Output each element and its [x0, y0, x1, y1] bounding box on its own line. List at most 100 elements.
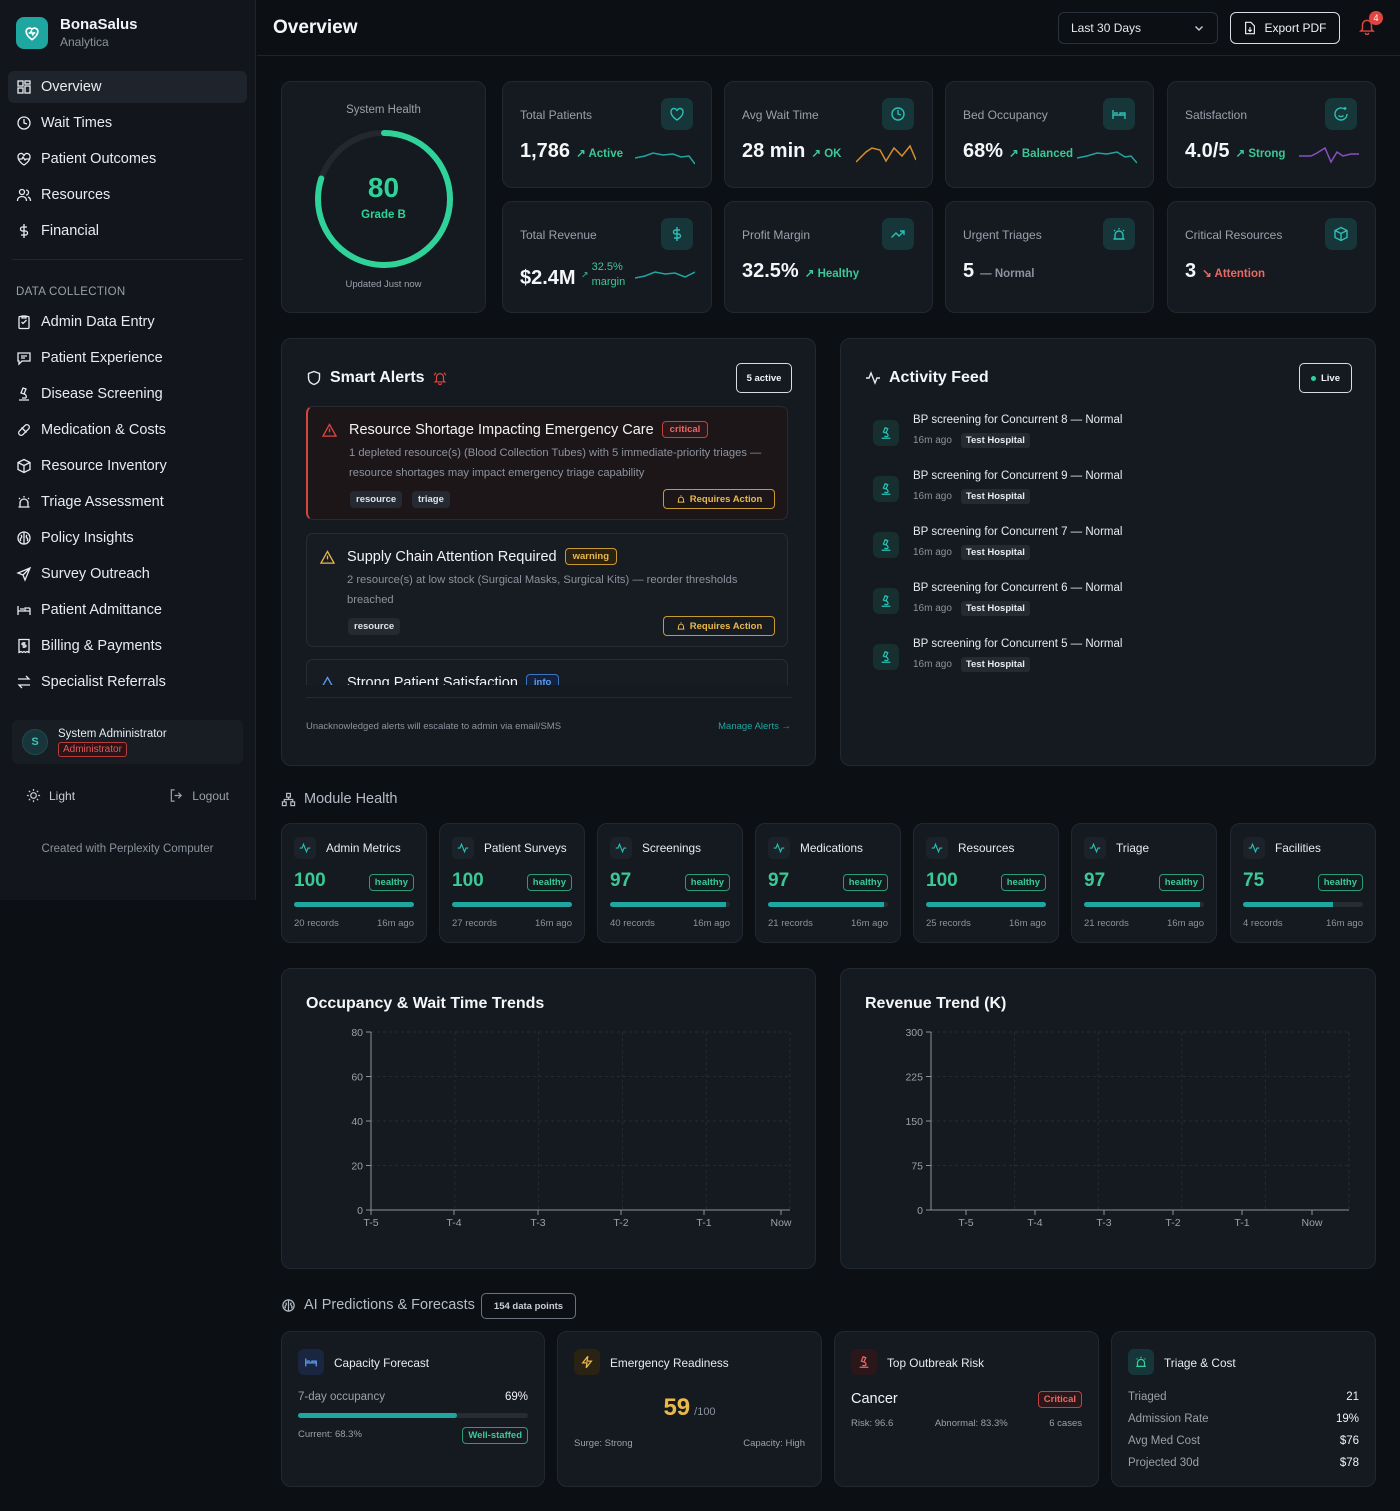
record-count: 21 records [1084, 918, 1129, 929]
sidebar: BonaSalus Analytica Overview Wait Times … [0, 0, 256, 900]
status-badge: healthy [684, 874, 730, 891]
kpi-total-revenue[interactable]: Total Revenue $2.4M ↗ 32.5% margin [502, 201, 712, 313]
module-card[interactable]: Screenings 97 healthy 40 records 16m ago [597, 823, 743, 943]
nav-wait-times[interactable]: Wait Times [8, 107, 247, 139]
module-card[interactable]: Medications 97 healthy 21 records 16m ago [755, 823, 901, 943]
clock-icon [17, 116, 31, 130]
nav-resources[interactable]: Resources [8, 179, 247, 211]
nav-survey-outreach[interactable]: Survey Outreach [8, 558, 247, 590]
surge-status: Surge: Strong [574, 1438, 633, 1449]
alert-item-clipped[interactable]: Strong Patient Satisfaction info [306, 659, 788, 685]
nav-patient-outcomes[interactable]: Patient Outcomes [8, 143, 247, 175]
module-score: 97 [610, 870, 632, 891]
users-icon [16, 188, 32, 202]
module-card[interactable]: Facilities 75 healthy 4 records 16m ago [1230, 823, 1376, 943]
page-title: Overview [273, 16, 358, 38]
record-count: 21 records [768, 918, 813, 929]
nav-patient-admittance[interactable]: Patient Admittance [8, 594, 247, 626]
alert-item[interactable]: Supply Chain Attention Required warning 2… [306, 533, 788, 647]
module-card[interactable]: Triage 97 healthy 21 records 16m ago [1071, 823, 1217, 943]
x-tick-label: T-4 [446, 1217, 461, 1229]
kpi-bed-occupancy[interactable]: Bed Occupancy 68% ↗ Balanced [945, 81, 1154, 188]
data-nav: Admin Data Entry Patient Experience Dise… [0, 306, 255, 698]
capacity-forecast-card[interactable]: Capacity Forecast 7-day occupancy 69% Cur… [281, 1331, 545, 1487]
activity-icon [768, 837, 790, 859]
y-tick-label: 300 [905, 1027, 923, 1039]
feed-title: Activity Feed [889, 369, 989, 386]
logout-label: Logout [192, 788, 229, 803]
nav-label: Overview [41, 79, 102, 95]
kpi-satisfaction[interactable]: Satisfaction 4.0/5 ↗ Strong [1167, 81, 1376, 188]
feed-item[interactable]: BP screening for Concurrent 9 — Normal 16… [865, 470, 1345, 510]
emergency-readiness-card[interactable]: Emergency Readiness 59/100 Surge: Strong… [557, 1331, 822, 1487]
alert-title: Strong Patient Satisfaction [347, 674, 518, 686]
kpi-profit-margin[interactable]: Profit Margin 32.5% ↗ Healthy [724, 201, 933, 313]
siren-icon [1128, 1349, 1154, 1375]
notifications-button[interactable]: 4 [1358, 11, 1383, 37]
module-health-heading: Module Health [281, 791, 398, 807]
export-pdf-button[interactable]: Export PDF [1230, 12, 1340, 44]
brand[interactable]: BonaSalus Analytica [0, 0, 255, 49]
nav-patient-experience[interactable]: Patient Experience [8, 342, 247, 374]
feed-item[interactable]: BP screening for Concurrent 7 — Normal 16… [865, 526, 1345, 566]
nav-medication-costs[interactable]: Medication & Costs [8, 414, 247, 446]
siren-icon [677, 622, 685, 630]
nav-label: Patient Admittance [41, 602, 162, 618]
occupancy-chart-card: Occupancy & Wait Time Trends 0 20 40 60 80 T-… [281, 968, 816, 1269]
alerts-count-badge: 5 active [736, 363, 792, 393]
stat-label: Projected 30d [1128, 1457, 1199, 1469]
feed-item[interactable]: BP screening for Concurrent 5 — Normal 16… [865, 638, 1345, 678]
nav-admin-data-entry[interactable]: Admin Data Entry [8, 306, 247, 338]
box-icon [17, 458, 31, 474]
nav-billing-payments[interactable]: Billing & Payments [8, 630, 247, 662]
capacity-status: Capacity: High [743, 1438, 805, 1449]
nav-resource-inventory[interactable]: Resource Inventory [8, 450, 247, 482]
module-card[interactable]: Patient Surveys 100 healthy 27 records 16m a… [439, 823, 585, 943]
outbreak-risk-card[interactable]: Top Outbreak Risk Cancer Critical Risk: … [834, 1331, 1099, 1487]
stat-value: $78 [1339, 1457, 1359, 1469]
kpi-value: 3 [1185, 260, 1197, 282]
live-dot-icon [1310, 375, 1316, 381]
dollar-icon [661, 218, 693, 250]
module-card[interactable]: Admin Metrics 100 healthy 20 records 16m ago [281, 823, 427, 943]
feed-item[interactable]: BP screening for Concurrent 6 — Normal 16… [865, 582, 1345, 622]
nav-specialist-referrals[interactable]: Specialist Referrals [8, 666, 247, 698]
alert-item[interactable]: Resource Shortage Impacting Emergency Ca… [306, 406, 788, 520]
divider [12, 259, 243, 260]
module-score: 100 [294, 870, 326, 891]
nav-triage-assessment[interactable]: Triage Assessment [8, 486, 247, 518]
sparkline [856, 144, 916, 163]
module-card[interactable]: Resources 100 healthy 25 records 16m ago [913, 823, 1059, 943]
hospital-badge: Test Hospital [960, 657, 1030, 672]
theme-toggle[interactable]: Light [26, 788, 75, 803]
abnormal-rate: Abnormal: 83.3% [934, 1418, 1008, 1429]
activity-icon [866, 371, 880, 385]
arrows-exchange-icon [17, 675, 31, 689]
nav-overview[interactable]: Overview [8, 71, 247, 103]
kpi-total-patients[interactable]: Total Patients 1,786 ↗ Active [502, 81, 712, 188]
nav-disease-screening[interactable]: Disease Screening [8, 378, 247, 410]
kpi-trend: ↗ Healthy [804, 268, 860, 280]
record-count: 20 records [294, 918, 339, 929]
nav-policy-insights[interactable]: Policy Insights [8, 522, 247, 554]
triage-cost-card[interactable]: Triage & Cost Triaged 21 Admission Rate 19… [1111, 1331, 1376, 1487]
feed-item[interactable]: BP screening for Concurrent 8 — Normal 16… [865, 414, 1345, 454]
activity-icon [294, 837, 316, 859]
siren-icon [677, 495, 685, 503]
date-range-select[interactable]: Last 30 Days [1058, 12, 1218, 44]
module-progress-bar [452, 902, 572, 907]
kpi-label: Total Revenue [520, 228, 597, 242]
nav-financial[interactable]: Financial [8, 215, 247, 247]
kpi-critical-resources[interactable]: Critical Resources 3 ↘ Attention [1167, 201, 1376, 313]
kpi-urgent-triages[interactable]: Urgent Triages 5 — Normal [945, 201, 1154, 313]
kpi-avg-wait-time[interactable]: Avg Wait Time 28 min ↗ OK [724, 81, 933, 188]
x-tick-label: T-3 [530, 1217, 545, 1229]
manage-alerts-link[interactable]: Manage Alerts → [718, 721, 791, 732]
alert-tag: triage [412, 491, 450, 508]
requires-action-button[interactable]: Requires Action [663, 489, 775, 509]
logout-button[interactable]: Logout [169, 788, 229, 803]
user-profile[interactable]: S System Administrator Administrator [12, 720, 243, 764]
smile-icon [1325, 98, 1357, 130]
requires-action-button[interactable]: Requires Action [663, 616, 775, 636]
alert-title: Resource Shortage Impacting Emergency Ca… [349, 421, 654, 438]
